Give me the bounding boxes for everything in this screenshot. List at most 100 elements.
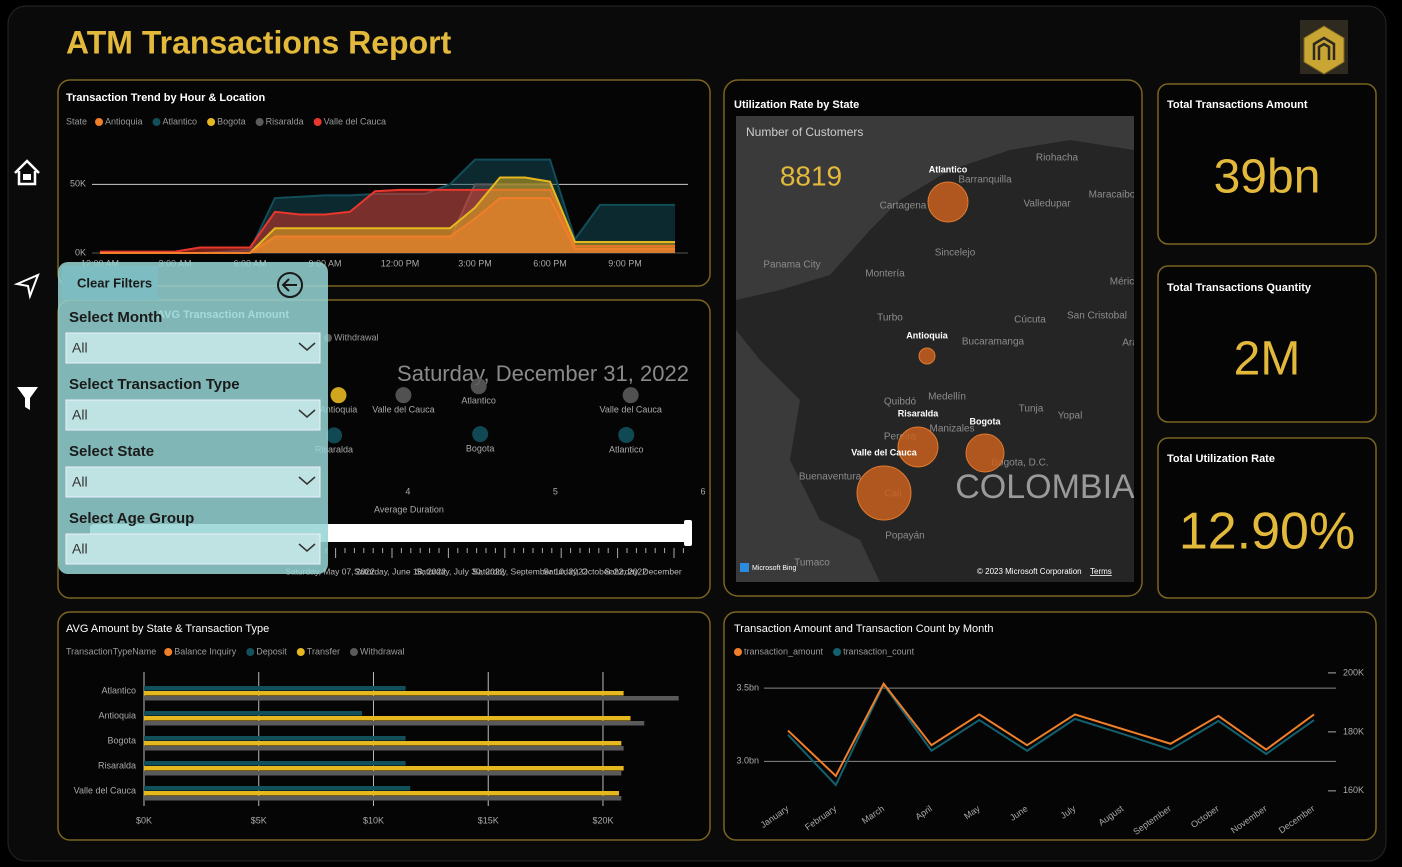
clear-filters[interactable]: Clear Filters [77,275,152,290]
place-label: Valledupar [1023,199,1071,210]
bar [144,736,406,741]
legend-label: Valle del Cauca [324,116,386,126]
x-tick-label: 4 [405,486,410,496]
map-bubble [965,433,1005,473]
kpi-panel [1157,437,1377,599]
legend-marker [734,648,742,656]
country-label: COLOMBIA [955,468,1135,506]
x-tick-label: 9:00 AM [308,258,341,268]
map-bubble [927,181,969,223]
logo [1300,20,1348,75]
nav-home[interactable] [14,159,40,186]
x-tick-label: $0K [136,815,152,825]
bubble-label: Atlantico [929,164,968,174]
bar [144,711,363,716]
y-tick-label: 50K [70,179,86,189]
place-label: Maracaibo [1089,190,1136,201]
point-label: Bogota [466,443,495,453]
legend-marker [349,648,358,656]
map-copyright: © 2023 Microsoft Corporation [977,567,1082,576]
point-label: Antioquia [320,405,358,415]
bar [144,696,679,701]
map: Riohacha Barranquilla Cartagena Valledupar M… [736,116,1138,582]
x-tick-label: $20K [592,815,613,825]
slider-label: Saturday, May 07, 2022 [285,566,375,576]
line [100,197,675,254]
place-label: Manizales [929,424,974,435]
kpi-value: 39bn [1214,151,1321,204]
bar [144,721,645,726]
point-label: Valle del Cauca [600,405,662,415]
back-button[interactable] [277,272,303,298]
map-bubble [897,426,939,468]
bar [144,746,624,751]
legend-marker [246,648,255,656]
kpi-panel [1157,265,1377,423]
place-label: Buenaventura [799,472,862,483]
dropdown-value[interactable]: All [72,407,88,423]
scatter-point [472,426,489,443]
map-land [736,140,1134,582]
dropdown[interactable] [65,332,321,364]
legend-label: transaction_amount [744,646,824,656]
dropdown-value[interactable]: All [72,474,88,490]
bar [144,761,406,766]
map-terms[interactable]: Terms [1090,567,1112,576]
legend-marker [255,118,264,126]
place-label: Cartagena [880,201,927,212]
chart-title: Transaction Amount and Transaction Count… [734,623,993,635]
bubble-label: Risaralda [898,408,940,418]
place-label: Barranquilla [958,175,1012,186]
dropdown-value[interactable]: All [72,541,88,557]
place-label: Bucaramanga [962,337,1025,348]
line [787,681,1315,778]
place-label: Yopal [1058,411,1083,422]
x-tick-label: $5K [251,815,267,825]
y-tick-label: Risaralda [98,760,136,770]
trend-panel [57,79,711,287]
scatter-point [470,378,487,395]
dropdown[interactable] [65,466,321,498]
slider-label: Saturday, June 18, 2022 [354,566,446,576]
y-tick-label: 0K [75,247,86,257]
legend-title: TransactionTypeName [66,646,156,656]
dropdown-chevron [298,409,316,418]
line [787,682,1315,787]
dropdown[interactable] [65,533,321,565]
place-label: Ara [1122,338,1138,349]
place-label: Bogota, D.C. [991,458,1048,469]
nav-send[interactable] [13,273,40,300]
line-panel [723,611,1377,841]
slider-label: Saturday, December [604,566,681,576]
place-label: Montería [865,269,905,280]
x-tick-label: 9:00 PM [608,258,642,268]
place-label: Turbo [877,313,903,324]
place-label: Quibdó [884,397,917,408]
point-label: Atlantico [609,444,644,454]
report-title: ATM Transactions Report [66,24,452,60]
dropdown-chevron [298,342,316,351]
nav-filter[interactable] [17,387,38,410]
map-title: Utilization Rate by State [734,99,859,111]
legend-label: Atlantico [163,116,198,126]
play-knob[interactable] [684,520,692,546]
y-tick-label: 3.5bn [736,682,759,692]
bubble-label: Bogota [970,416,1002,426]
dropdown[interactable] [65,399,321,431]
place-label: Tumaco [794,558,830,569]
legend-label: Deposit [256,646,287,656]
y-tick-label: Atlantico [101,685,136,695]
legend-marker [207,118,216,126]
legend-label: transaction_count [843,646,915,656]
legend-marker [152,118,161,126]
legend-label: Antioquia [105,116,143,126]
clear-filters-button[interactable] [62,266,158,300]
legend-marker [296,648,305,656]
chart-title: AVG Amount by State & Transaction Type [66,623,269,635]
bar [144,686,406,691]
filter-panel: Clear Filters Select Month All Select Tran… [58,262,328,574]
dropdown-value[interactable]: All [72,340,88,356]
bar [144,766,624,771]
